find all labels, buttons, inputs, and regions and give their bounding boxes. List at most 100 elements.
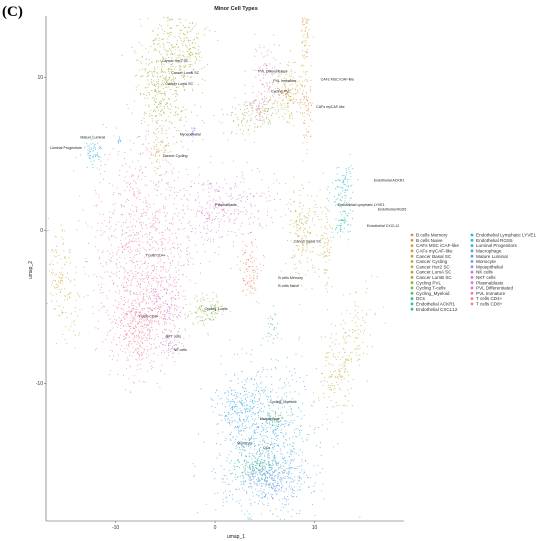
point-cycling-pvl bbox=[250, 119, 252, 121]
point-b-cells-naive bbox=[256, 272, 258, 274]
point-cancer-cycling bbox=[158, 141, 160, 144]
point-t-cells-cd4 bbox=[147, 194, 149, 196]
point-cycling-t-cells bbox=[199, 306, 201, 308]
point-endothelial-rgs5 bbox=[335, 187, 337, 189]
point-macrophage bbox=[298, 480, 300, 482]
point-endothelial-rgs5 bbox=[334, 180, 337, 182]
point-cafs-mycaf-like bbox=[292, 62, 294, 64]
point-cancer-luma-sc bbox=[171, 79, 173, 82]
point-macrophage bbox=[283, 443, 285, 445]
point-t-cells-cd4 bbox=[120, 307, 122, 309]
point-plasmablasts bbox=[201, 184, 203, 186]
point-pvl-immature bbox=[252, 111, 254, 113]
point-cancer-basal-sc bbox=[348, 335, 350, 337]
point-t-cells-cd4 bbox=[98, 168, 100, 170]
point-t-cells-cd8 bbox=[125, 330, 127, 332]
point-t-cells-cd4 bbox=[173, 242, 175, 244]
point-cycling-t-cells bbox=[207, 332, 209, 334]
point-cancer-lumb-sc bbox=[204, 28, 206, 30]
point-cancer-cycling bbox=[167, 151, 169, 153]
point-cycling-pvl bbox=[230, 132, 232, 134]
point-cancer-basal-sc bbox=[293, 225, 295, 228]
point-macrophage bbox=[284, 393, 286, 395]
point-cycling-t-cells bbox=[206, 314, 208, 316]
point-t-cells-cd4 bbox=[143, 278, 145, 280]
point-t-cells-cd4 bbox=[187, 222, 189, 224]
point-cycling-t-cells bbox=[193, 324, 195, 326]
point-cancer-basal-sc bbox=[60, 224, 62, 226]
point-cycling-pvl bbox=[284, 106, 286, 108]
point-macrophage bbox=[241, 510, 243, 512]
point-endothelial-rgs5 bbox=[335, 198, 337, 201]
point-cafs-msc-icaf-like bbox=[277, 81, 280, 83]
point-cancer-cycling bbox=[147, 133, 149, 136]
point-t-cells-cd4 bbox=[161, 231, 163, 233]
point-cancer-lumb-sc bbox=[174, 81, 176, 84]
point-cancer-her2-sc bbox=[194, 46, 196, 48]
point-cancer-lumb-sc bbox=[192, 69, 194, 71]
point-t-cells-cd4 bbox=[103, 178, 105, 180]
point-cancer-lumb-sc bbox=[170, 27, 172, 29]
point-plasmablasts bbox=[194, 182, 196, 184]
point-t-cells-cd4 bbox=[113, 355, 115, 357]
point-t-cells-cd4 bbox=[110, 260, 112, 262]
point-macrophage bbox=[267, 483, 270, 486]
point-cafs-mycaf-like bbox=[300, 65, 302, 67]
point-endothelial-lymphatic-lyve1 bbox=[343, 174, 345, 176]
point-t-cells-cd4 bbox=[112, 327, 114, 329]
point-cancer-basal-sc bbox=[318, 276, 320, 278]
point-t-cells-cd4 bbox=[116, 127, 118, 129]
point-t-cells-cd4 bbox=[154, 307, 157, 309]
point-macrophage bbox=[228, 469, 231, 472]
point-cafs-mycaf-like bbox=[305, 52, 307, 54]
point-cancer-basal-sc bbox=[383, 306, 385, 308]
point-cancer-lumb-sc bbox=[173, 143, 175, 145]
point-plasmablasts bbox=[222, 162, 224, 164]
point-macrophage bbox=[267, 443, 269, 445]
point-t-cells-cd8 bbox=[128, 329, 131, 331]
point-endothelial-ackr1 bbox=[344, 218, 346, 220]
point-t-cells-cd4 bbox=[165, 220, 167, 222]
point-plasmablasts bbox=[240, 211, 242, 213]
point-cancer-lumb-sc bbox=[175, 90, 177, 92]
point-cancer-basal-sc bbox=[55, 273, 57, 275]
point-macrophage bbox=[227, 399, 229, 401]
point-cycling-myeloid bbox=[270, 316, 272, 318]
point-cancer-basal-sc bbox=[343, 378, 345, 380]
point-t-cells-cd4 bbox=[180, 250, 182, 252]
point-macrophage bbox=[240, 441, 242, 443]
point-cancer-her2-sc bbox=[187, 56, 189, 58]
point-cancer-lumb-sc bbox=[158, 103, 160, 106]
point-t-cells-cd4 bbox=[147, 298, 150, 300]
point-t-cells-cd4 bbox=[142, 337, 144, 339]
point-t-cells-cd4 bbox=[194, 244, 196, 246]
point-cancer-lumb-sc bbox=[188, 27, 190, 29]
point-cancer-basal-sc bbox=[306, 230, 309, 232]
point-cancer-lumb-sc bbox=[156, 144, 158, 146]
point-cancer-basal-sc bbox=[328, 352, 330, 354]
point-cycling-t-cells bbox=[200, 316, 202, 318]
point-cancer-her2-sc bbox=[191, 54, 193, 56]
point-cancer-luma-sc bbox=[155, 139, 157, 141]
point-cancer-basal-sc bbox=[366, 380, 368, 382]
point-macrophage bbox=[268, 460, 270, 463]
point-macrophage bbox=[262, 367, 264, 369]
point-t-cells-cd4 bbox=[141, 215, 143, 217]
point-t-cells-cd4 bbox=[154, 337, 156, 339]
point-cafs-mycaf-like bbox=[301, 41, 304, 43]
point-t-cells-cd4 bbox=[181, 109, 184, 112]
point-plasmablasts bbox=[251, 169, 253, 171]
point-cancer-lumb-sc bbox=[154, 49, 156, 51]
point-t-cells-cd4 bbox=[150, 272, 152, 274]
point-cancer-basal-sc bbox=[72, 330, 74, 332]
point-cancer-cycling bbox=[164, 148, 166, 150]
point-t-cells-cd4 bbox=[105, 311, 107, 313]
point-cancer-lumb-sc bbox=[194, 55, 196, 58]
point-t-cells-cd4 bbox=[187, 174, 189, 176]
point-t-cells-cd4 bbox=[150, 319, 152, 321]
point-t-cells-cd4 bbox=[125, 314, 127, 316]
point-plasmablasts bbox=[225, 212, 227, 214]
point-luminal-progenitors bbox=[88, 156, 90, 158]
point-cancer-basal-sc bbox=[308, 210, 310, 212]
